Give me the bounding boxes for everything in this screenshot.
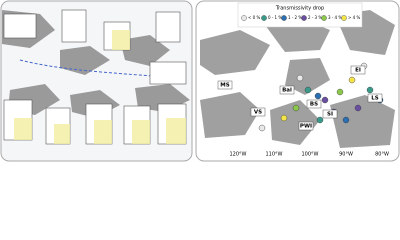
land	[2, 10, 190, 118]
region-label: BS	[310, 102, 318, 108]
region-label: MS	[220, 83, 229, 89]
site-marker	[354, 104, 362, 112]
region-label-box	[350, 65, 366, 75]
site-marker	[342, 116, 350, 124]
site-marker	[314, 92, 322, 100]
region-label: EI	[355, 68, 361, 74]
region-label-box	[367, 93, 383, 103]
site-marker	[292, 104, 300, 112]
region-label: SI	[327, 112, 333, 118]
site-marker	[280, 114, 288, 122]
legend: Transmissivity drop < 0 % 0 - 1 % 1 - 2 % 2…	[237, 2, 363, 28]
region-label-box	[217, 80, 233, 90]
legend-swatch	[301, 15, 307, 21]
region-label-box	[322, 109, 338, 119]
legend-label: 3 - 4 %	[328, 15, 342, 20]
site-marker	[316, 116, 324, 124]
legend-label: 1 - 2 %	[288, 15, 302, 20]
longitude-label: 90°W	[339, 152, 353, 158]
legend-swatch	[261, 15, 267, 21]
left-map	[0, 0, 193, 162]
site-marker	[296, 74, 304, 82]
region-label: VS	[254, 110, 262, 116]
region-label-box	[298, 121, 314, 131]
site-marker	[321, 96, 329, 104]
site-marker	[348, 76, 356, 84]
legend-swatch	[341, 15, 347, 21]
longitude-label: 110°W	[266, 152, 283, 158]
region-label: LS	[371, 96, 379, 102]
site-marker	[258, 124, 266, 132]
longitude-label: 100°W	[302, 152, 319, 158]
site-marker	[366, 86, 374, 94]
region-label: Bal	[282, 88, 292, 94]
site-markers	[258, 62, 384, 132]
longitude-label: 80°W	[375, 152, 389, 158]
legend-title: Transmissivity drop	[275, 6, 324, 12]
legend-swatch	[241, 15, 247, 21]
right-map: Transmissivity drop < 0 % 0 - 1 % 1 - 2 % 2…	[195, 0, 400, 162]
figure: Transmissivity drop < 0 % 0 - 1 % 1 - 2 % 2…	[0, 0, 400, 162]
legend-label: < 0 %	[248, 15, 260, 20]
region-label-box	[250, 107, 266, 117]
legend-label: > 4 %	[348, 15, 360, 20]
site-marker	[304, 86, 312, 94]
legend-label: 2 - 3 %	[308, 15, 322, 20]
legend-swatch	[281, 15, 287, 21]
legend-box	[237, 2, 363, 28]
inset-shading	[14, 30, 186, 144]
legend-swatch	[321, 15, 327, 21]
site-marker	[336, 88, 344, 96]
region-label-box	[306, 99, 322, 109]
region-label-box	[279, 85, 295, 95]
legend-label: 0 - 1 %	[268, 15, 282, 20]
longitude-label: 120°W	[230, 152, 247, 158]
region-label: PWI	[300, 124, 312, 130]
page: Transmissivity drop < 0 % 0 - 1 % 1 - 2 % 2…	[0, 0, 400, 162]
